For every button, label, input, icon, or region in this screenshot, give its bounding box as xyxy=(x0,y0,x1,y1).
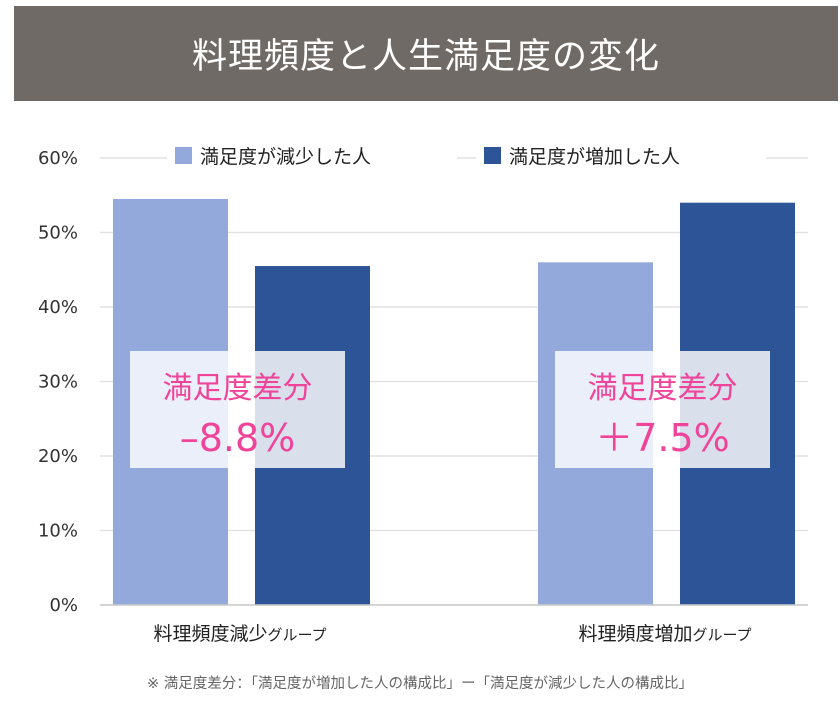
category-label: 料理頻度増加グループ xyxy=(578,623,751,645)
legend-backdrop xyxy=(167,141,457,171)
category-label-main: 料理頻度増加 xyxy=(578,623,692,645)
chart-title: 料理頻度と人生満足度の変化 xyxy=(191,37,660,77)
category-label-suffix: グループ xyxy=(692,626,751,644)
legend-swatch xyxy=(484,147,501,164)
y-tick-label: 30% xyxy=(38,372,78,393)
annotation-box xyxy=(555,351,770,468)
annotation-value: ＋7.5% xyxy=(595,416,730,460)
legend-label: 満足度が減少した人 xyxy=(200,146,371,168)
annotation-label: 満足度差分 xyxy=(163,371,313,406)
bar-chart: 0% 10% 20% 30% 40% 50% 60% 満足度が減少した人 満足度が増加した人満足… xyxy=(38,141,808,645)
category-label-main: 料理頻度減少 xyxy=(153,623,267,645)
category-label-suffix: グループ xyxy=(267,626,326,644)
category-label: 料理頻度減少グループ xyxy=(153,623,326,645)
legend-swatch xyxy=(175,147,192,164)
y-tick-label: 10% xyxy=(38,521,78,542)
chart-area: 0% 10% 20% 30% 40% 50% 60% 満足度が減少した人 満足度が増加した人満足… xyxy=(0,130,840,675)
annotation-value: –8.8% xyxy=(180,416,296,460)
y-tick-label: 50% xyxy=(38,223,78,244)
y-tick-label: 0% xyxy=(49,595,78,616)
annotation-box xyxy=(130,351,345,468)
footnote: ※ 満足度差分：「満足度が増加した人の構成比」ー「満足度が減少した人の構成比」 xyxy=(146,676,693,692)
legend-label: 満足度が増加した人 xyxy=(509,146,680,168)
y-tick-label: 20% xyxy=(38,446,78,467)
annotation-label: 満足度差分 xyxy=(588,371,738,406)
legend-backdrop xyxy=(476,141,766,171)
title-banner: 料理頻度と人生満足度の変化 xyxy=(14,6,838,101)
y-tick-label: 40% xyxy=(38,297,78,318)
y-tick-label: 60% xyxy=(38,148,78,169)
